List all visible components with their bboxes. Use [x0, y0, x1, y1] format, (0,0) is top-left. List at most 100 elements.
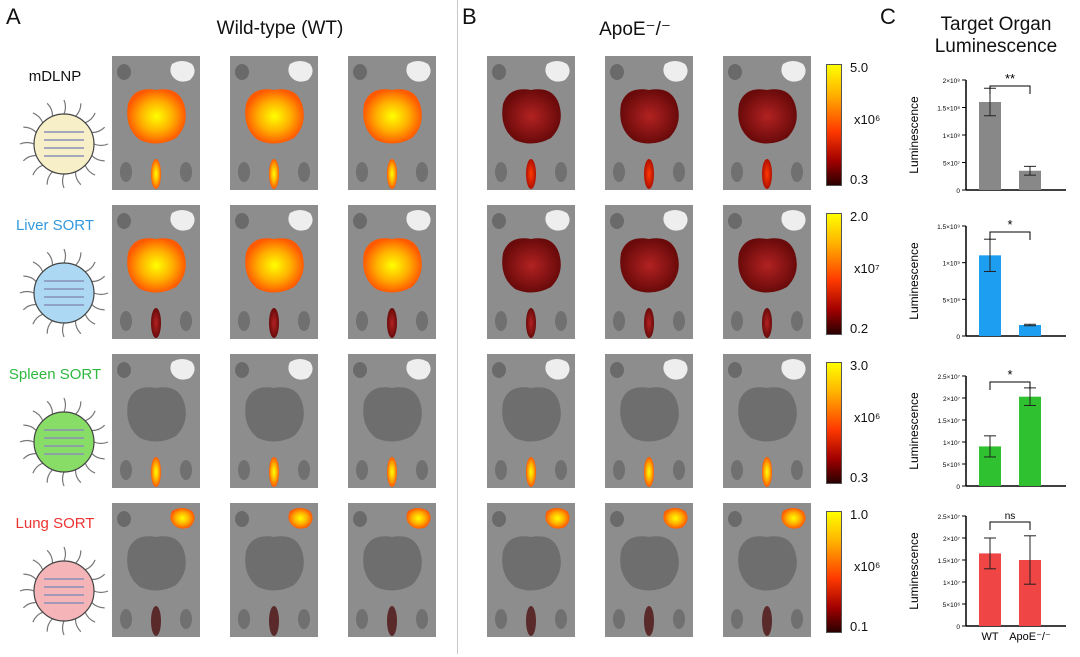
spleen [151, 308, 161, 338]
liver [502, 536, 561, 591]
peg-tail [32, 559, 44, 571]
peg-tail [46, 320, 53, 334]
organ-image [492, 210, 570, 338]
kidney [613, 311, 625, 331]
significance-bracket [989, 381, 1031, 390]
scale-gradient-bar [826, 511, 842, 633]
peg-tail [91, 453, 105, 460]
particle-core [33, 560, 95, 622]
organ-image-tile [112, 205, 200, 339]
peg-tail [32, 164, 44, 176]
y-tick-label: 1×10⁷ [943, 580, 961, 587]
nanoparticle-icon [19, 397, 109, 487]
liver [363, 89, 422, 144]
y-tick-label: 5×10⁷ [943, 161, 961, 168]
liver [363, 238, 422, 293]
liver [363, 387, 422, 442]
organ-image [728, 61, 806, 189]
panel-c-title-line1: Target Organ [940, 14, 1052, 35]
nanoparticle-icon [19, 248, 109, 338]
lung [288, 359, 313, 380]
liver [738, 387, 797, 442]
peg-tail [91, 155, 105, 162]
peg-tail [75, 401, 82, 415]
y-tick-label: 1×10⁸ [943, 133, 961, 140]
heart [610, 362, 624, 378]
lung [781, 359, 806, 380]
y-tick-label: 1×10⁹ [943, 261, 961, 268]
kidney [731, 311, 743, 331]
organ-image-tile [230, 354, 318, 488]
bar [979, 102, 1001, 190]
peg-tail [46, 102, 54, 117]
liver [502, 238, 561, 293]
organ-image [492, 508, 570, 636]
spleen [762, 606, 772, 636]
peg-tail [61, 620, 65, 636]
lung [663, 359, 688, 380]
kidney [238, 311, 250, 331]
organ-image-tile [487, 503, 575, 637]
peg-tail [91, 573, 106, 581]
lung [170, 359, 195, 380]
organ-image [610, 61, 688, 189]
kidney [791, 609, 803, 629]
lung [288, 61, 313, 82]
bar [1019, 325, 1041, 336]
kidney [298, 460, 310, 480]
peg-tail [91, 424, 106, 432]
particle-core [33, 411, 95, 473]
heart [235, 64, 249, 80]
peg-tail [93, 143, 109, 147]
organ-image-tile [112, 56, 200, 190]
kidney [238, 162, 250, 182]
peg-tail [75, 252, 82, 266]
organ-image-tile [605, 205, 693, 339]
scale-gradient-bar [826, 64, 842, 186]
peg-tail [61, 322, 65, 338]
bar [979, 446, 1001, 486]
spleen [387, 308, 397, 338]
organ-image-tile [230, 503, 318, 637]
organ-image [353, 508, 431, 636]
peg-tail [63, 397, 67, 413]
liver [620, 536, 679, 591]
organ-image-tile [723, 205, 811, 339]
nanoparticle-icon [19, 546, 109, 636]
heart [235, 362, 249, 378]
peg-tail [84, 559, 96, 571]
spleen [269, 457, 279, 487]
heart [728, 64, 742, 80]
organ-image [117, 210, 195, 338]
lung [781, 61, 806, 82]
liver [502, 387, 561, 442]
scale-max-label: 1.0 [850, 507, 869, 522]
peg-tail [22, 154, 37, 162]
row-label: Liver SORT [15, 217, 95, 234]
organ-image [728, 508, 806, 636]
peg-tail [46, 171, 53, 185]
y-tick-label: 2.5×10⁷ [938, 374, 961, 381]
significance-bracket [989, 231, 1031, 240]
lung [170, 508, 195, 529]
scale-min-label: 0.3 [850, 172, 869, 187]
panel-b-letter: B [462, 4, 477, 29]
peg-tail [23, 275, 37, 282]
heart [492, 362, 506, 378]
scale-min-label: 0.3 [850, 470, 869, 485]
liver [245, 89, 304, 144]
heart [492, 64, 506, 80]
peg-tail [32, 462, 44, 474]
lung [406, 61, 431, 82]
liver [245, 238, 304, 293]
liver [620, 89, 679, 144]
peg-tail [32, 313, 44, 325]
bar [979, 553, 1001, 626]
peg-tail [84, 112, 96, 124]
scale-gradient-bar [826, 213, 842, 335]
heart [117, 511, 131, 527]
spleen [644, 606, 654, 636]
bar-chart: Luminescence 0 5×10⁶ 1×10⁷ 1.5×10⁷ 2×10⁷ 2.5×1… [907, 511, 1066, 643]
y-tick-label: 5×10⁶ [943, 462, 961, 469]
heart [610, 64, 624, 80]
